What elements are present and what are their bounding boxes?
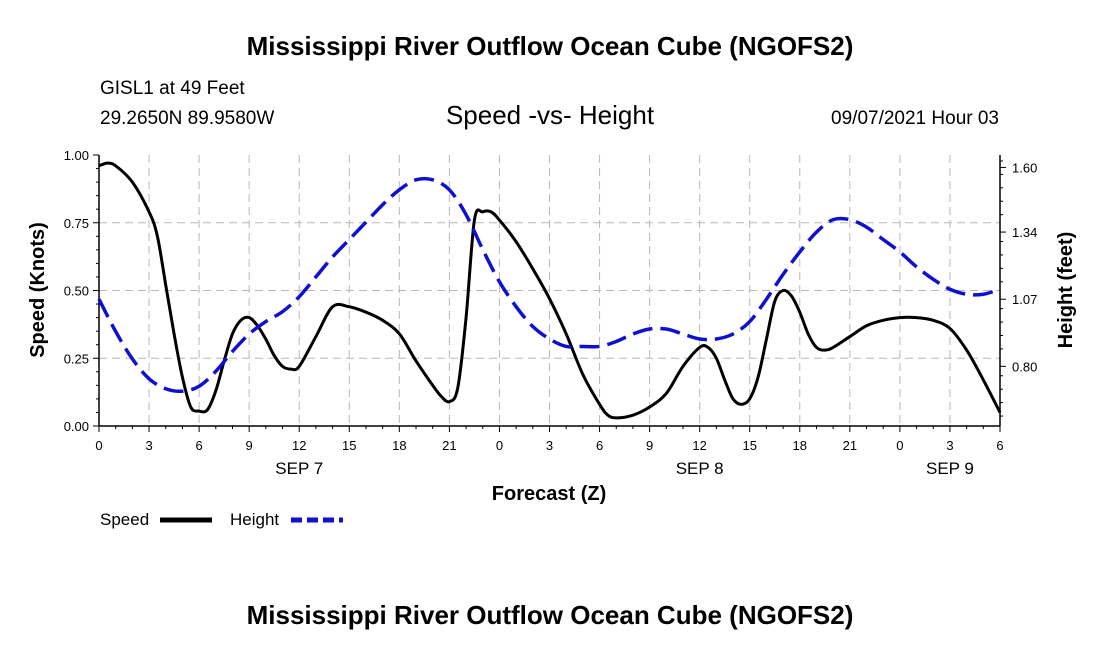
grid-lines xyxy=(99,155,1000,426)
y2-tick-label: 1.60 xyxy=(1012,160,1037,175)
date-label: SEP 7 xyxy=(275,459,323,478)
x-tick-label: 6 xyxy=(996,438,1003,453)
legend-height-label: Height xyxy=(230,510,279,529)
x-tick-label: 3 xyxy=(946,438,953,453)
axes xyxy=(93,154,1006,432)
date-label: SEP 8 xyxy=(676,459,724,478)
x-tick-label: 0 xyxy=(496,438,503,453)
y2-axis-label: Height (feet) xyxy=(1055,232,1077,349)
legend: Speed Height xyxy=(100,510,343,529)
x-tick-label: 6 xyxy=(596,438,603,453)
chart-title: Mississippi River Outflow Ocean Cube (NG… xyxy=(247,31,854,61)
forecast-datetime: 09/07/2021 Hour 03 xyxy=(831,108,999,129)
x-tick-label: 3 xyxy=(546,438,553,453)
coordinates-label: 29.2650N 89.9580W xyxy=(100,108,274,129)
station-label: GISL1 at 49 Feet xyxy=(100,78,245,99)
x-tick-label: 9 xyxy=(646,438,653,453)
footer-title: Mississippi River Outflow Ocean Cube (NG… xyxy=(247,600,854,630)
series-lines xyxy=(97,161,1002,420)
x-tick-label: 0 xyxy=(95,438,102,453)
tick-labels: 0 3 6 9 12 15 18 21 0 3 6 9 12 15 18 21 0 3 6 0.00 0.25 0.50 0… xyxy=(64,148,1038,478)
chart-subtitle: Speed -vs- Height xyxy=(446,100,655,130)
x-tick-label: 0 xyxy=(896,438,903,453)
y2-tick-label: 1.34 xyxy=(1012,225,1037,240)
x-tick-label: 6 xyxy=(195,438,202,453)
x-tick-label: 12 xyxy=(692,438,706,453)
x-axis-label: Forecast (Z) xyxy=(492,483,606,505)
y-tick-label: 0.00 xyxy=(64,419,89,434)
legend-speed-label: Speed xyxy=(100,510,149,529)
x-tick-label: 15 xyxy=(742,438,756,453)
y2-tick-label: 0.80 xyxy=(1012,359,1037,374)
x-tick-label: 21 xyxy=(442,438,456,453)
x-tick-label: 3 xyxy=(145,438,152,453)
y-axis-label: Speed (Knots) xyxy=(27,222,49,358)
x-tick-label: 18 xyxy=(392,438,406,453)
y-tick-label: 0.75 xyxy=(64,216,89,231)
y-tick-label: 1.00 xyxy=(64,148,89,163)
x-tick-label: 15 xyxy=(342,438,356,453)
x-tick-label: 18 xyxy=(793,438,807,453)
date-label: SEP 9 xyxy=(926,459,974,478)
y2-tick-label: 1.07 xyxy=(1012,292,1037,307)
y-tick-label: 0.25 xyxy=(64,351,89,366)
x-tick-label: 9 xyxy=(246,438,253,453)
x-tick-label: 21 xyxy=(843,438,857,453)
y-tick-label: 0.50 xyxy=(64,284,89,299)
x-tick-label: 12 xyxy=(292,438,306,453)
